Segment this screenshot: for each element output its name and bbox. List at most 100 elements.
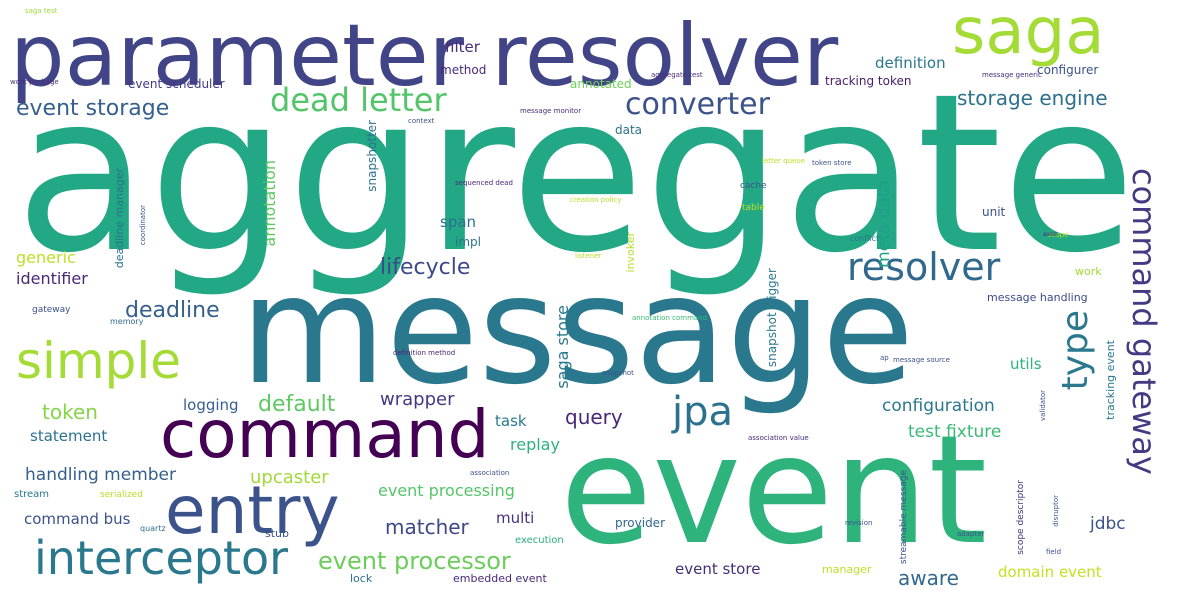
word: domain event [998,563,1102,581]
word: jdbc [1090,514,1126,534]
word: multi [496,509,535,527]
word: listener [575,252,602,260]
word: disruptor [1052,495,1060,527]
word: scope descriptor [1016,480,1026,555]
word: handling member [25,465,176,485]
word: converter [625,87,770,122]
word: work package [10,78,59,86]
word: command bus [24,510,131,528]
word: memory [110,317,144,326]
word: revision [845,519,873,527]
word: meta data [874,180,894,268]
word: tracking token [825,74,912,88]
word: event store [675,560,761,578]
word: adapter [957,530,985,538]
word: token [42,400,98,424]
word: type [1055,310,1096,391]
word: association [470,469,510,477]
word: dead letter [270,81,447,119]
word: deadline manager [113,168,126,269]
word: test fixture [908,422,1002,442]
word: saga test [25,7,58,15]
word: scope [1048,231,1069,239]
word: quartz [140,524,166,533]
word: sequenced dead [455,179,513,187]
word: wrapper [380,389,455,410]
word: saga [952,0,1105,69]
word: coordinator [139,205,147,246]
word: event processing [378,481,515,500]
word: statement [30,427,108,445]
word: letter queue [762,157,806,165]
word: event processor [318,547,511,575]
word: jpa [672,389,734,435]
word: query [565,405,623,429]
word: aggregate [15,48,1136,301]
word: matcher [385,515,469,539]
word: snapshot trigger [765,268,779,368]
word: field [1046,548,1062,556]
word: creation policy [570,196,622,204]
word: manager [822,563,872,576]
word: serialized [100,490,143,500]
word: event storage [16,96,170,121]
word: utils [1010,355,1042,373]
word: saga store [553,305,572,389]
word: storage engine [957,86,1108,110]
word: stub [265,527,289,540]
word: generic [16,248,76,267]
word: ap [880,354,889,362]
word: message [240,244,915,418]
word: data [615,123,643,137]
word: message monitor [520,107,582,115]
word: aggregate test [651,71,703,79]
word: embedded event [453,572,547,585]
word: deadline [125,298,220,323]
word: message handling [987,291,1088,304]
word: command gateway [1125,168,1163,475]
word: snapshot [602,369,634,377]
word: lifecycle [380,255,471,280]
word: command [160,396,490,473]
word: filter [445,38,480,56]
word: logging [183,396,239,414]
word: execution [515,535,564,546]
word: axon [1043,231,1058,238]
word: tracking event [1104,340,1117,420]
word: unit [982,205,1006,219]
word: replay [510,435,560,454]
word: snapshotter [365,120,379,192]
word: upcaster [250,467,329,488]
word: impl [455,235,481,249]
word: cache [740,181,767,191]
word: resolver [847,245,1001,289]
word: conflict [850,234,880,243]
word: message generic [982,71,1042,79]
word: method [440,63,487,77]
word: invoker [624,232,637,273]
word: interceptor [34,531,289,585]
word: configuration [882,396,995,416]
word: entry [165,472,340,549]
word: association value [748,434,809,442]
word: annotation command [632,314,708,322]
word: provider [615,516,665,530]
word: context [408,117,435,125]
word: annotation [260,160,279,247]
word: task [495,412,527,430]
word: event [560,404,988,578]
word: table [742,203,765,213]
word: parameter resolver [10,6,839,106]
word: gateway [32,305,71,315]
word: work [1075,265,1102,278]
word: configurer [1037,63,1099,77]
word: message source [893,356,950,364]
word: default [258,392,336,417]
word: simple [16,332,182,390]
word: streamable message [899,470,909,565]
word: definition [875,54,946,72]
word: definition method [393,349,456,357]
word: token store [812,159,852,167]
word: aware [898,566,959,590]
